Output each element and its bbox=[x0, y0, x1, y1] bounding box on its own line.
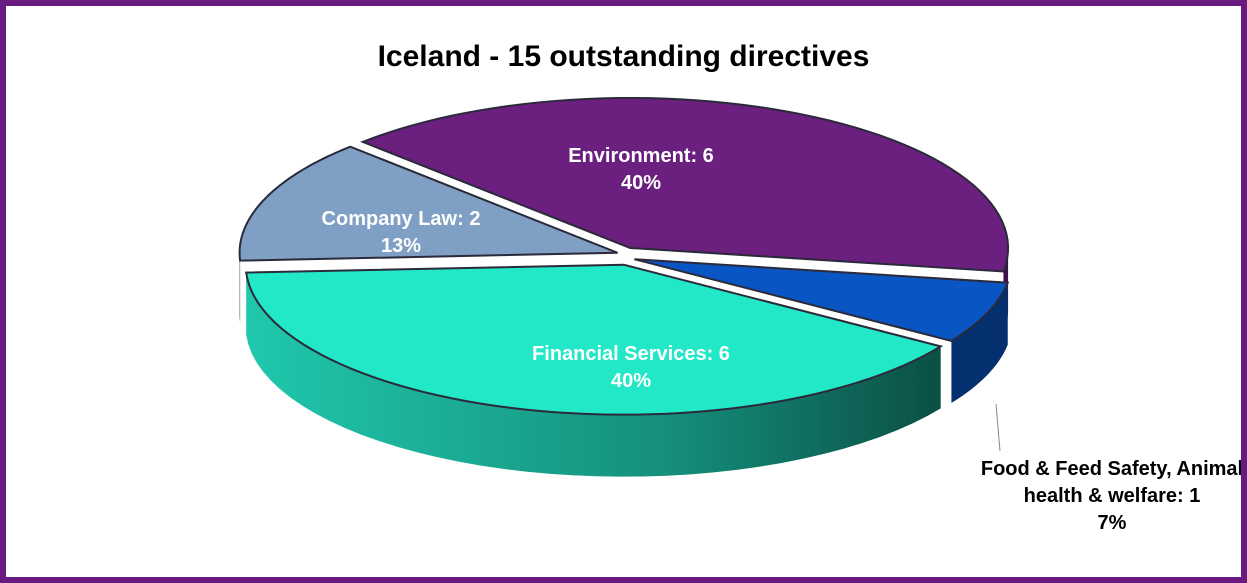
data-label: Financial Services: 6 bbox=[532, 343, 730, 365]
slice bbox=[238, 145, 618, 262]
slice-side bbox=[951, 282, 1008, 403]
slice-side bbox=[239, 252, 241, 323]
data-label: Food & Feed Safety, Animal health & welf… bbox=[980, 458, 1244, 507]
percent-label: 7% bbox=[1097, 512, 1127, 534]
data-label: Environment: 6 bbox=[568, 145, 714, 167]
leader-line bbox=[995, 403, 1001, 452]
data-label: Company Law: 2 bbox=[321, 208, 481, 230]
pie-canvas bbox=[238, 96, 1010, 477]
percent-label: 40% bbox=[610, 370, 652, 392]
chart-title: Iceland - 15 outstanding directives bbox=[377, 40, 870, 73]
slice-side bbox=[246, 272, 941, 477]
percent-label: 13% bbox=[380, 235, 422, 257]
slice bbox=[360, 96, 1010, 273]
percent-label: 40% bbox=[620, 172, 662, 194]
slice bbox=[634, 258, 1010, 342]
slice bbox=[244, 263, 944, 416]
